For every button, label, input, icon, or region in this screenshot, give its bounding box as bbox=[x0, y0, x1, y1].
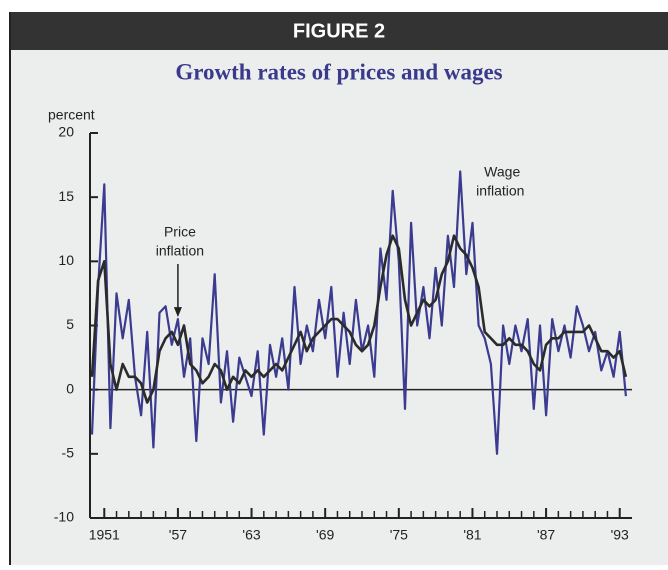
annotation-arrowhead bbox=[173, 307, 182, 318]
y-tick-label: 15 bbox=[58, 188, 74, 204]
y-axis-label: percent bbox=[48, 107, 95, 123]
annotation: inflation bbox=[156, 243, 204, 259]
line-series bbox=[90, 234, 628, 404]
x-tick-label: '57 bbox=[169, 527, 187, 543]
y-tick-label: -10 bbox=[54, 509, 74, 525]
x-tick-label: '69 bbox=[316, 527, 334, 543]
x-tick-label: '87 bbox=[537, 527, 555, 543]
y-tick-label: 0 bbox=[66, 380, 74, 396]
x-tick-label: 1951 bbox=[89, 527, 120, 543]
chart-title: Growth rates of prices and wages bbox=[175, 59, 502, 84]
panel bbox=[10, 12, 668, 565]
x-tick-label: '75 bbox=[390, 527, 408, 543]
y-tick-label: 20 bbox=[58, 124, 74, 140]
x-tick-label: '93 bbox=[611, 527, 629, 543]
header-bar bbox=[10, 12, 668, 50]
y-tick-label: 5 bbox=[66, 316, 74, 332]
y-tick-label: -5 bbox=[62, 445, 75, 461]
annotation: inflation bbox=[476, 183, 524, 199]
x-tick-label: '63 bbox=[242, 527, 260, 543]
y-tick-label: 10 bbox=[58, 252, 74, 268]
figure-label: FIGURE 2 bbox=[293, 20, 385, 42]
annotation: Wage bbox=[484, 164, 520, 180]
annotation: Price bbox=[164, 224, 196, 240]
x-tick-label: '81 bbox=[463, 527, 481, 543]
